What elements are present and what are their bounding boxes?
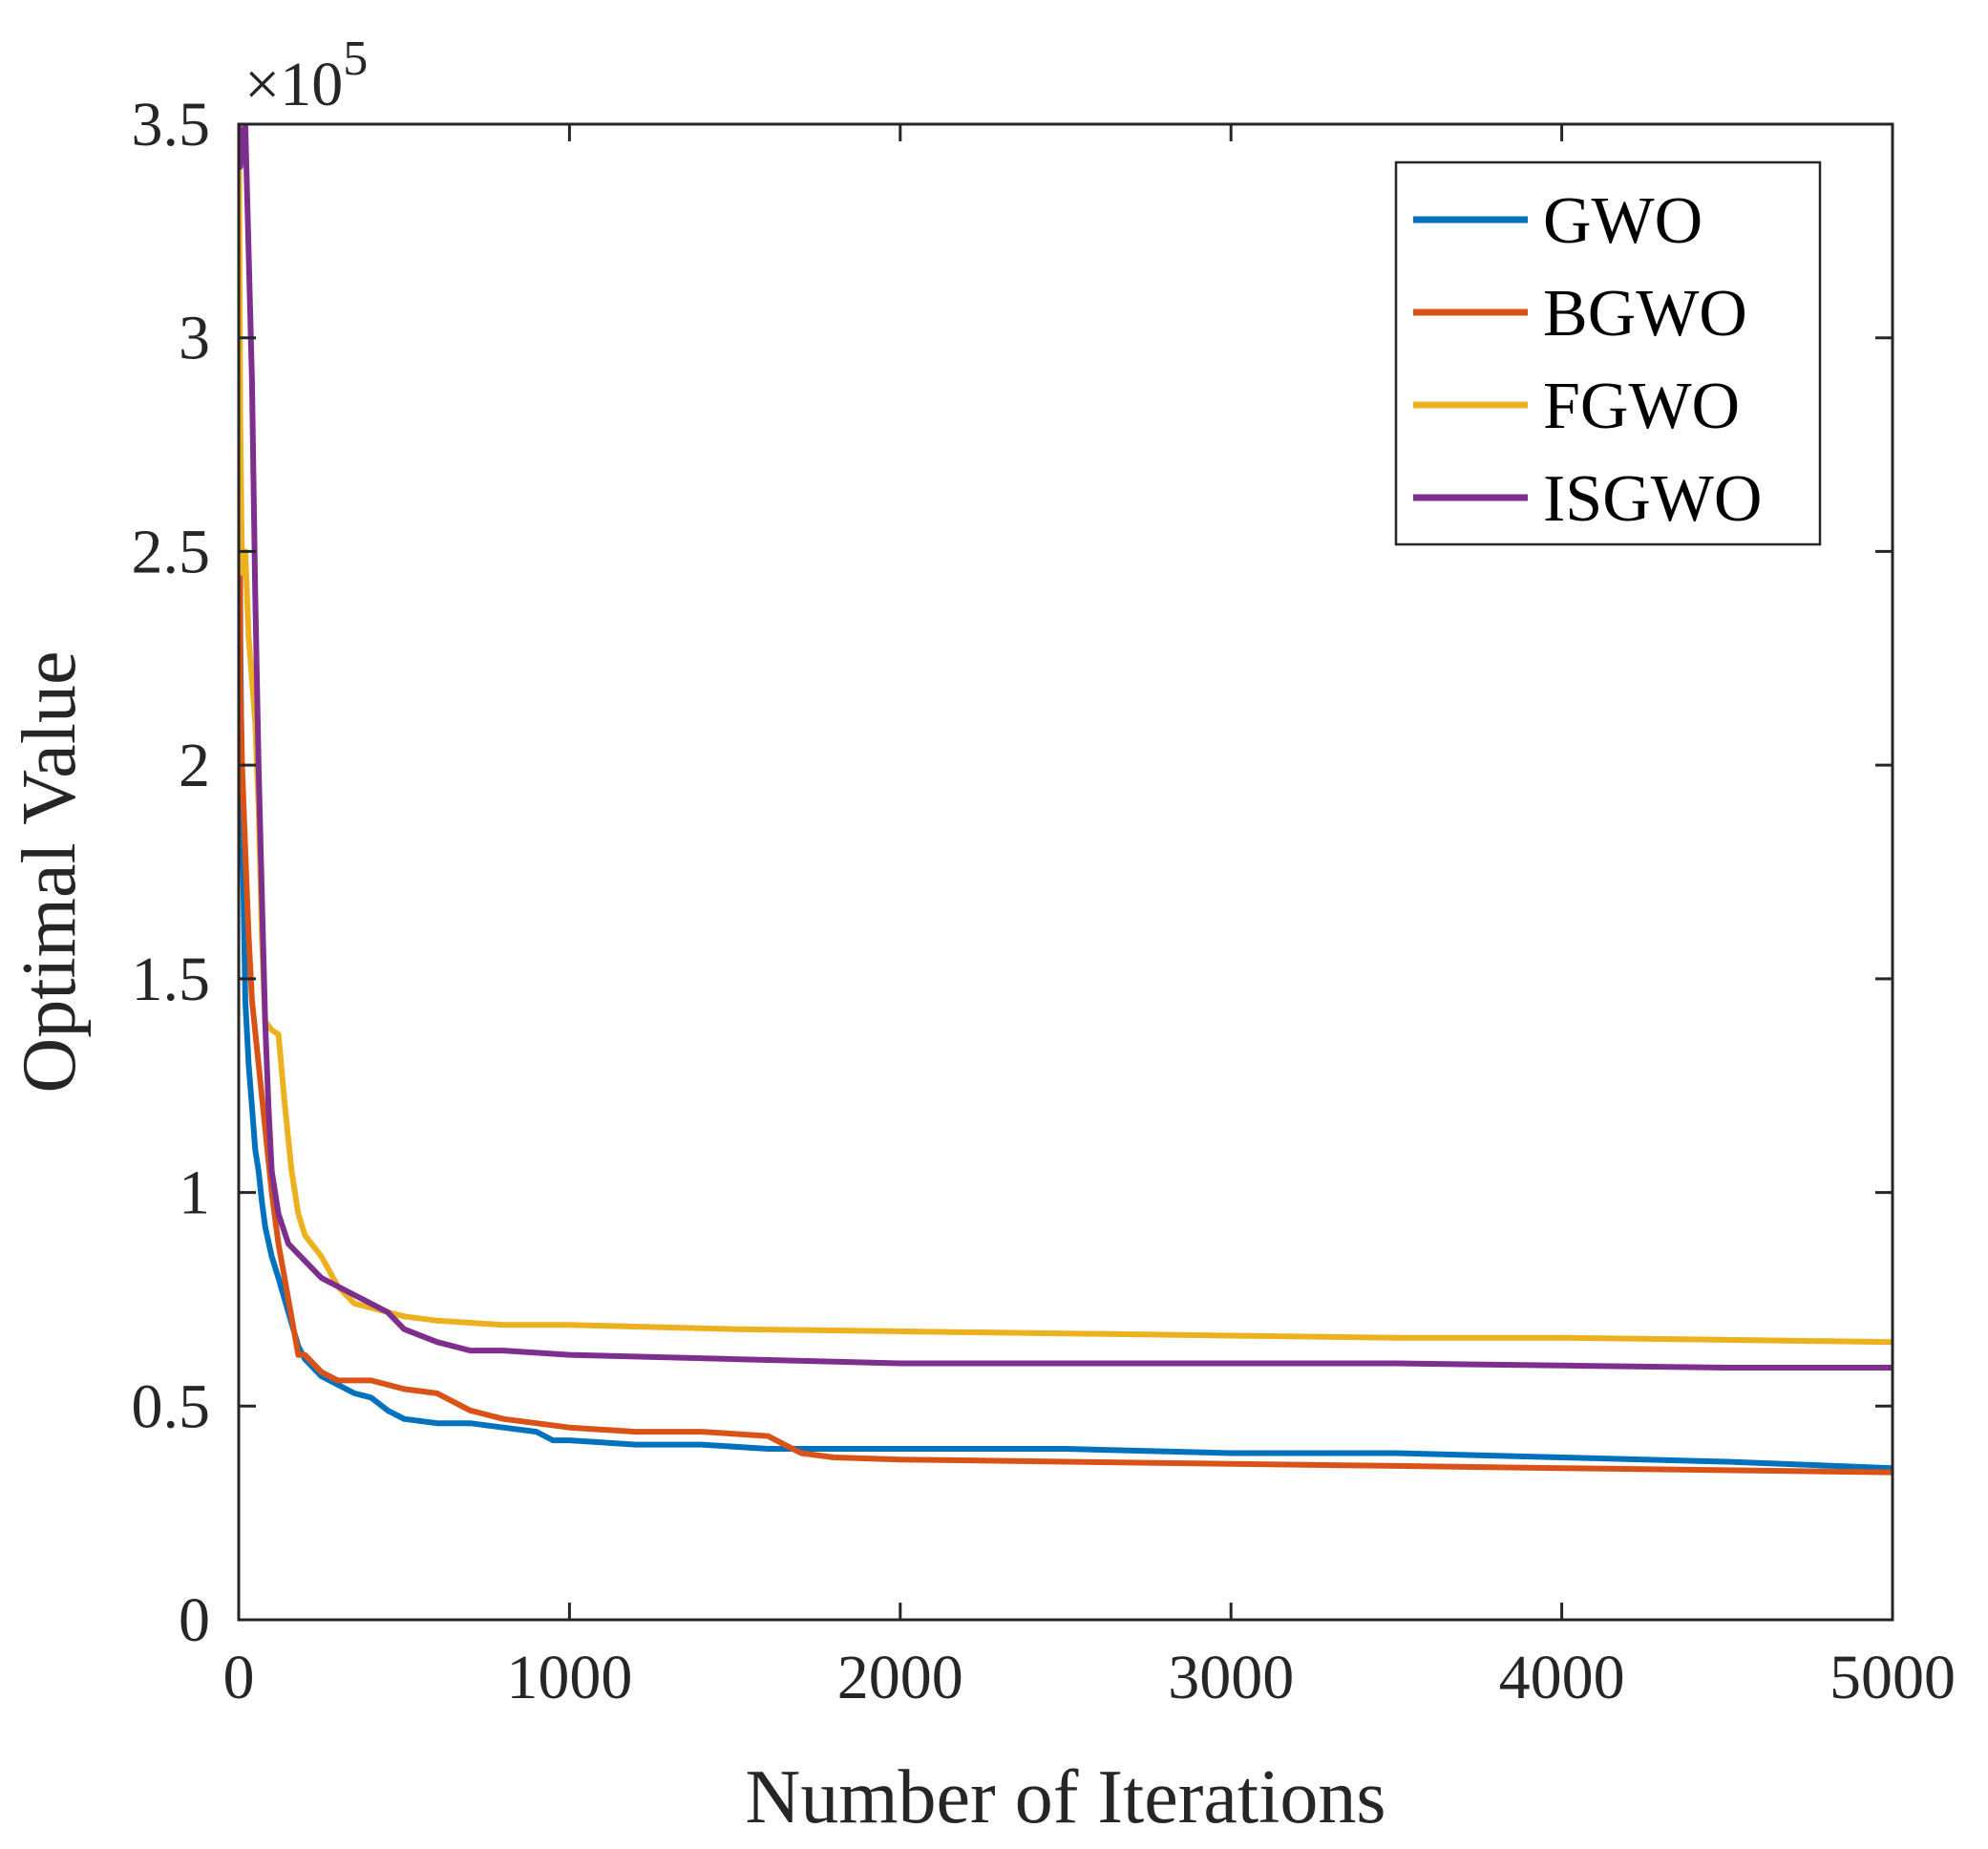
x-tick-label: 4000 — [1499, 1643, 1625, 1712]
series-layer — [239, 124, 1893, 1476]
legend-label-bgwo: BGWO — [1543, 277, 1747, 351]
y-tick-label: 3 — [179, 304, 210, 373]
legend-label-gwo: GWO — [1543, 184, 1702, 258]
x-axis-title: Number of Iterations — [746, 1755, 1386, 1839]
x-axis-ticks: 0 1000 2000 3000 4000 5000 — [223, 124, 1956, 1712]
plot-area-frame — [237, 122, 1894, 1622]
y-multiplier-label: ×105 — [244, 32, 368, 119]
y-tick-label: 1.5 — [132, 945, 211, 1014]
y-axis-ticks: 0 0.5 1 1.5 2 2.5 3 3.5 — [132, 90, 1893, 1655]
x-tick-label: 2000 — [837, 1643, 963, 1712]
y-tick-label: 1 — [179, 1158, 210, 1228]
series-line-gwo — [239, 124, 1893, 1472]
x-tick-label: 5000 — [1829, 1643, 1956, 1712]
legend: GWO BGWO FGWO ISGWO — [1394, 160, 1822, 546]
y-tick-label: 0 — [179, 1585, 210, 1655]
y-multiplier-exponent: 5 — [343, 32, 368, 86]
x-tick-label: 1000 — [506, 1643, 632, 1712]
series-line-isgwo — [239, 124, 1893, 1371]
y-tick-label: 3.5 — [132, 90, 211, 159]
y-axis-title: Optimal Value — [8, 651, 92, 1094]
x-tick-label: 3000 — [1168, 1643, 1294, 1712]
y-multiplier: ×105 — [244, 32, 368, 119]
y-tick-label: 2 — [179, 731, 210, 800]
x-tick-label: 0 — [223, 1643, 255, 1712]
y-tick-label: 2.5 — [132, 517, 211, 586]
legend-label-isgwo: ISGWO — [1543, 462, 1762, 536]
legend-box — [1394, 160, 1822, 546]
legend-label-fgwo: FGWO — [1543, 370, 1740, 443]
series-line-bgwo — [239, 124, 1893, 1476]
y-tick-label: 0.5 — [132, 1371, 211, 1441]
series-line-fgwo — [239, 124, 1893, 1346]
